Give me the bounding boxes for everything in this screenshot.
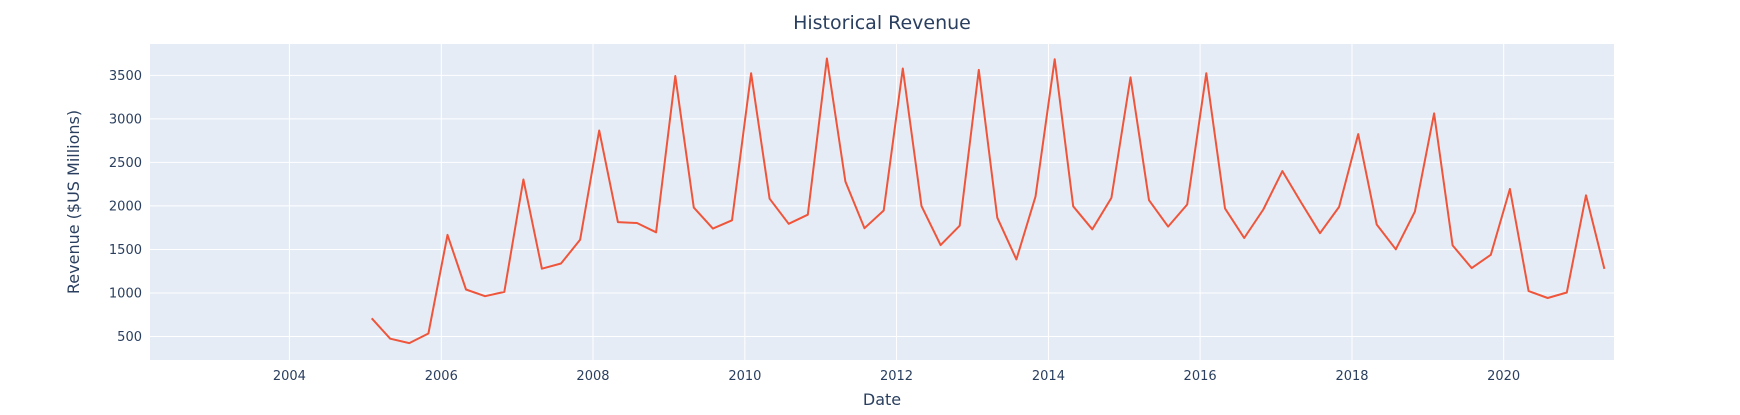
grid-lines <box>150 44 1614 360</box>
x-tick-label: 2010 <box>728 369 761 384</box>
x-tick-label: 2018 <box>1335 369 1368 384</box>
x-tick-label: 2020 <box>1487 369 1520 384</box>
series-layer <box>370 57 1606 345</box>
x-tick-label: 2006 <box>425 369 458 384</box>
x-tick-label: 2014 <box>1032 369 1065 384</box>
y-axis-title: Revenue ($US Millions) <box>64 110 83 294</box>
x-tick-label: 2012 <box>880 369 913 384</box>
plot-area <box>150 44 1614 360</box>
chart-title: Historical Revenue <box>793 12 971 34</box>
y-tick-label: 500 <box>117 330 142 345</box>
y-tick-label: 3000 <box>109 112 142 127</box>
y-tick-label: 2000 <box>109 199 142 214</box>
y-tick-label: 2500 <box>109 156 142 171</box>
x-tick-label: 2004 <box>273 369 306 384</box>
y-tick-label: 1500 <box>109 243 142 258</box>
tick-labels: 500 1000 1500 2000 2500 3000 3500 2004 2006 2008 2… <box>109 69 1520 384</box>
x-tick-label: 2016 <box>1184 369 1217 384</box>
x-tick-label: 2008 <box>576 369 609 384</box>
revenue-series-line <box>370 57 1606 345</box>
y-tick-label: 1000 <box>109 286 142 301</box>
x-axis-title: Date <box>863 390 901 409</box>
y-tick-label: 3500 <box>109 69 142 84</box>
